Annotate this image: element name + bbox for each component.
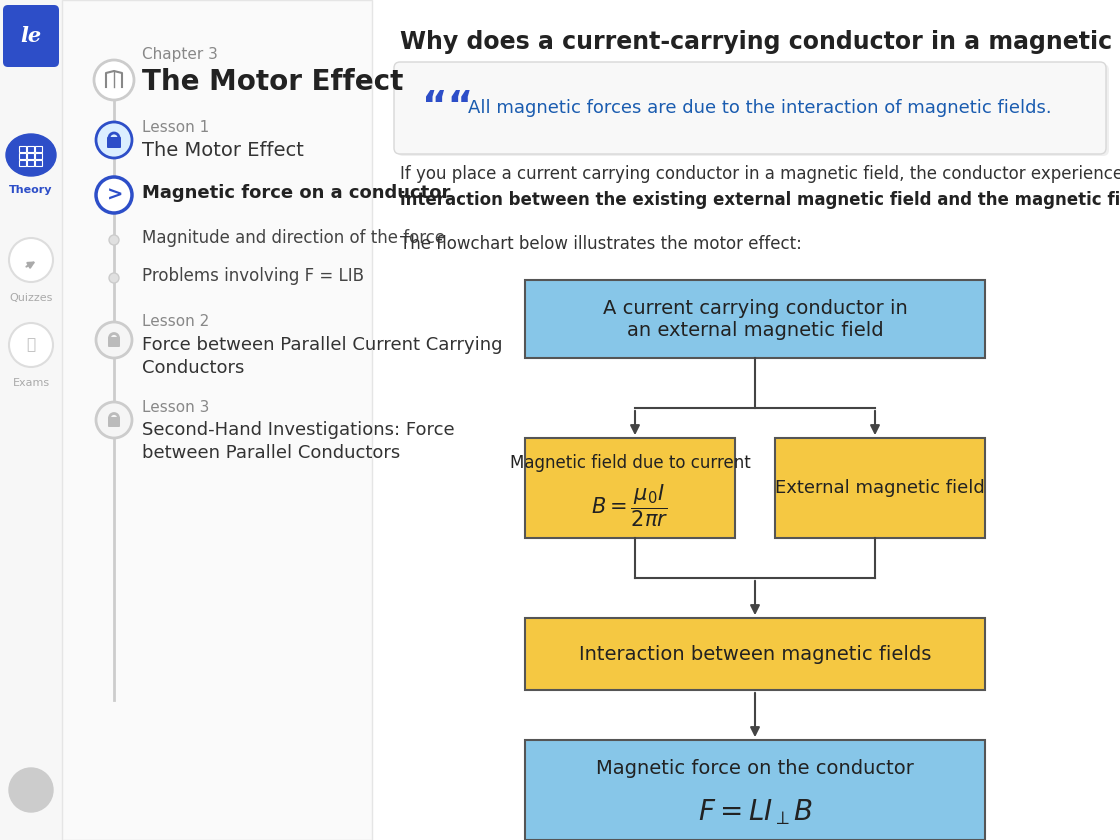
Text: A current carrying conductor in: A current carrying conductor in (603, 300, 907, 318)
FancyBboxPatch shape (108, 137, 121, 148)
Text: Interaction between magnetic fields: Interaction between magnetic fields (579, 644, 931, 664)
Text: interaction between the existing external magnetic field and the magnetic field : interaction between the existing externa… (400, 191, 1120, 209)
Text: The flowchart below illustrates the motor effect:: The flowchart below illustrates the moto… (400, 235, 802, 253)
Text: Lesson 2: Lesson 2 (142, 314, 209, 329)
FancyBboxPatch shape (394, 62, 1105, 154)
FancyBboxPatch shape (0, 0, 62, 840)
Circle shape (9, 768, 53, 812)
Text: External magnetic field: External magnetic field (775, 479, 984, 497)
Text: Lesson 3: Lesson 3 (142, 401, 209, 416)
Circle shape (96, 322, 132, 358)
FancyBboxPatch shape (775, 438, 984, 538)
Text: Force between Parallel Current Carrying: Force between Parallel Current Carrying (142, 336, 503, 354)
Text: The Motor Effect: The Motor Effect (142, 68, 403, 96)
FancyBboxPatch shape (62, 0, 372, 840)
Text: Theory: Theory (9, 185, 53, 195)
Circle shape (96, 122, 132, 158)
Text: Problems involving F = LIB: Problems involving F = LIB (142, 267, 364, 285)
Text: Magnetic force on the conductor: Magnetic force on the conductor (596, 759, 914, 778)
FancyBboxPatch shape (525, 618, 984, 690)
Circle shape (109, 273, 119, 283)
Text: Conductors: Conductors (142, 359, 244, 377)
Text: The Motor Effect: The Motor Effect (142, 140, 304, 160)
Text: Magnetic force on a conductor: Magnetic force on a conductor (142, 184, 450, 202)
FancyBboxPatch shape (525, 280, 984, 358)
Text: $B = \dfrac{\mu_0 I}{2\pi r}$: $B = \dfrac{\mu_0 I}{2\pi r}$ (591, 483, 669, 529)
Text: All magnetic forces are due to the interaction of magnetic fields.: All magnetic forces are due to the inter… (468, 99, 1052, 117)
Circle shape (94, 60, 134, 100)
Text: Second-Hand Investigations: Force: Second-Hand Investigations: Force (142, 421, 455, 439)
FancyBboxPatch shape (525, 740, 984, 840)
Circle shape (9, 323, 53, 367)
Text: 🕐: 🕐 (27, 338, 36, 353)
FancyBboxPatch shape (396, 64, 1109, 156)
Circle shape (9, 238, 53, 282)
Circle shape (96, 402, 132, 438)
FancyBboxPatch shape (525, 438, 735, 538)
Text: Magnetic field due to current: Magnetic field due to current (510, 454, 750, 472)
FancyBboxPatch shape (108, 337, 120, 347)
Text: Exams: Exams (12, 378, 49, 388)
Text: Magnitude and direction of the force: Magnitude and direction of the force (142, 229, 445, 247)
FancyBboxPatch shape (108, 417, 120, 427)
Text: Why does a current-carrying conductor in a magnetic field experience a force?: Why does a current-carrying conductor in… (400, 30, 1120, 54)
Text: If you place a current carrying conductor in a magnetic field, the conductor exp: If you place a current carrying conducto… (400, 165, 1120, 183)
Text: $F = LI_{\perp}B$: $F = LI_{\perp}B$ (698, 797, 812, 827)
Text: between Parallel Conductors: between Parallel Conductors (142, 444, 400, 462)
Text: an external magnetic field: an external magnetic field (627, 322, 884, 340)
Text: Quizzes: Quizzes (9, 293, 53, 303)
FancyBboxPatch shape (3, 5, 59, 67)
Text: ““: ““ (422, 89, 474, 127)
Text: le: le (20, 26, 41, 46)
Text: >: > (106, 186, 123, 204)
Circle shape (109, 235, 119, 245)
Text: Chapter 3: Chapter 3 (142, 48, 218, 62)
Ellipse shape (6, 134, 56, 176)
Circle shape (96, 177, 132, 213)
Text: Lesson 1: Lesson 1 (142, 120, 209, 135)
